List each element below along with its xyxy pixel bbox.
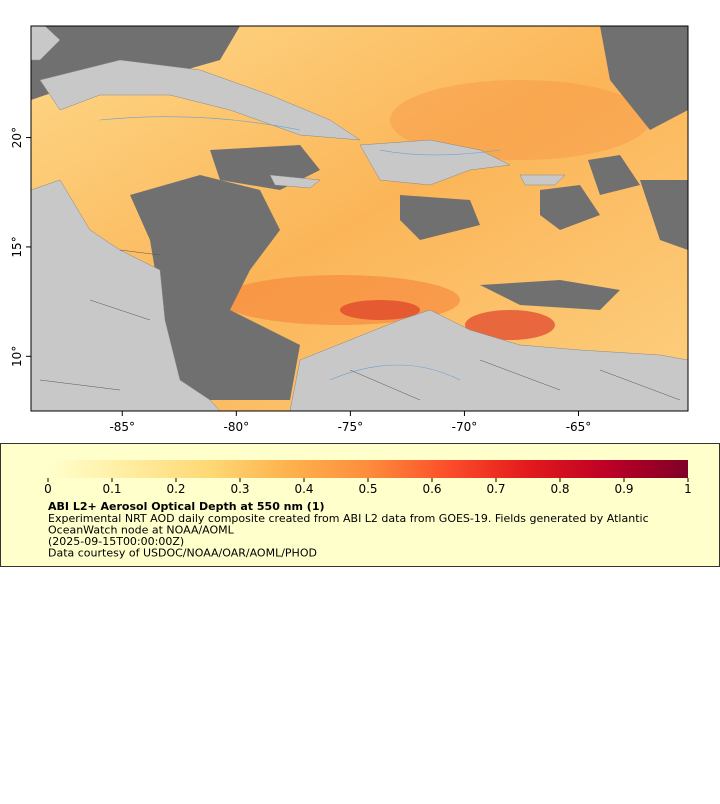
x-tick-label: -85° [109,420,135,434]
map-image [31,26,688,411]
x-tick-label: -75° [338,420,364,434]
colorbar [48,460,688,478]
colorbar-tick-label: 0.2 [166,482,185,496]
colorbar-tick-label: 0.7 [486,482,505,496]
y-tick-label: 20° [10,127,24,148]
colorbar-tick-label: 0.4 [294,482,313,496]
colorbar-tick-label: 0 [44,482,52,496]
legend-line: OceanWatch node at NOAA/AOML [48,524,235,537]
legend-line: (2025-09-15T00:00:00Z) [48,535,184,548]
y-tick-label: 10° [10,346,24,367]
colorbar-tick-label: 0.3 [230,482,249,496]
colorbar-tick-label: 0.9 [614,482,633,496]
colorbar-tick-label: 0.1 [102,482,121,496]
colorbar-tick-label: 0.8 [550,482,569,496]
x-tick-label: -80° [224,420,250,434]
legend-line: Experimental NRT AOD daily composite cre… [48,512,649,525]
map-frame [30,25,689,412]
y-tick-label: 15° [10,236,24,257]
x-tick-label: -65° [566,420,592,434]
legend-line: Data courtesy of USDOC/NOAA/OAR/AOML/PHO… [48,547,317,560]
colorbar-tick-label: 0.5 [358,482,377,496]
x-tick-label: -70° [452,420,478,434]
colorbar-tick-label: 0.6 [422,482,441,496]
colorbar-tick-label: 1 [684,482,692,496]
legend-title: ABI L2+ Aerosol Optical Depth at 550 nm … [48,500,325,513]
